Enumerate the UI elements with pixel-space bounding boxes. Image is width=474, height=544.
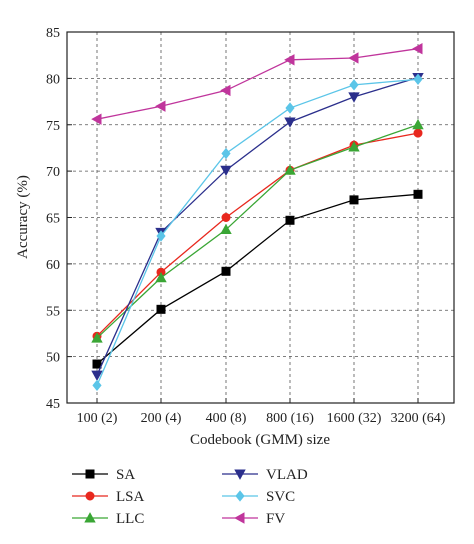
data-point-vlad <box>220 165 232 177</box>
series-layer <box>91 42 424 392</box>
data-point-sa <box>285 215 295 225</box>
data-point-vlad <box>284 117 296 128</box>
data-point-fv <box>284 54 295 66</box>
x-tick-label: 1600 (32) <box>327 411 382 426</box>
y-tick-label: 80 <box>46 72 60 87</box>
legend-marker-fv <box>234 512 245 524</box>
data-point-llc <box>348 141 360 152</box>
legend-item-fv: FV <box>222 511 285 527</box>
legend-item-vlad: VLAD <box>222 467 308 483</box>
data-point-lsa <box>413 128 423 138</box>
grid-lines <box>67 32 454 403</box>
x-axis-label: Codebook (GMM) size <box>190 432 330 448</box>
series-fv <box>91 42 423 125</box>
series-sa <box>92 189 423 369</box>
data-point-fv <box>220 84 231 97</box>
data-point-fv <box>412 42 423 55</box>
data-point-svc <box>413 73 423 85</box>
y-tick-label: 60 <box>46 258 60 273</box>
legend-marker-llc <box>84 512 96 523</box>
data-point-vlad <box>348 92 360 103</box>
legend-item-llc: LLC <box>72 511 144 527</box>
legend-label-sa: SA <box>116 467 135 483</box>
data-point-fv <box>348 52 359 64</box>
legend-label-fv: FV <box>266 511 285 527</box>
series-line-svc <box>96 78 419 386</box>
data-point-svc <box>285 102 295 114</box>
data-point-llc <box>220 223 232 235</box>
legend-label-llc: LLC <box>116 511 144 527</box>
y-tick-label: 65 <box>46 212 60 227</box>
y-tick-label: 70 <box>46 165 60 180</box>
y-tick-label: 45 <box>46 397 60 412</box>
data-point-fv <box>155 100 166 112</box>
y-axis-label: Accuracy (%) <box>15 175 31 259</box>
series-lsa <box>92 128 423 341</box>
legend-item-svc: SVC <box>222 489 295 505</box>
series-llc <box>91 118 424 343</box>
x-tick-label: 400 (8) <box>206 411 247 426</box>
data-point-fv <box>91 113 102 125</box>
data-point-sa <box>413 189 423 199</box>
legend-marker-vlad <box>234 469 246 480</box>
data-point-sa <box>221 266 231 276</box>
legend-marker-svc <box>235 490 245 502</box>
x-tick-label: 800 (16) <box>266 411 314 426</box>
data-point-llc <box>284 164 296 175</box>
legend-item-sa: SA <box>72 467 135 483</box>
data-point-svc <box>221 147 231 160</box>
x-tick-label: 100 (2) <box>77 411 118 426</box>
data-point-sa <box>92 359 102 369</box>
data-point-sa <box>156 304 166 314</box>
data-point-llc <box>155 271 167 283</box>
axis-ticks: 45 50 55 60 65 70 75 80 85 100 (2) 200 (4) 400 (8) 8… <box>46 26 446 426</box>
x-tick-label: 200 (4) <box>141 411 182 426</box>
series-line-fv <box>96 48 419 120</box>
series-line-vlad <box>96 76 419 376</box>
data-point-llc <box>412 118 424 130</box>
data-point-llc <box>91 332 103 343</box>
legend-label-vlad: VLAD <box>266 467 308 483</box>
data-point-svc <box>349 79 359 91</box>
series-line-lsa <box>96 132 419 337</box>
legend-marker-lsa <box>85 491 95 501</box>
legend-label-svc: SVC <box>266 489 295 505</box>
data-point-sa <box>349 195 359 205</box>
data-point-vlad <box>91 370 103 381</box>
data-point-svc <box>92 379 102 392</box>
series-svc <box>92 73 423 392</box>
data-point-svc <box>156 230 166 242</box>
x-tick-label: 3200 (64) <box>391 411 446 426</box>
legend-label-lsa: LSA <box>116 489 145 505</box>
series-line-sa <box>96 193 419 365</box>
series-vlad <box>91 72 424 381</box>
legend-item-lsa: LSA <box>72 489 145 505</box>
y-tick-label: 85 <box>46 26 60 41</box>
legend-marker-sa <box>85 469 95 479</box>
y-tick-label: 50 <box>46 351 60 366</box>
y-tick-label: 75 <box>46 119 60 134</box>
legend: SA LSA LLC VLAD SVC FV <box>72 467 308 527</box>
data-point-lsa <box>221 213 231 223</box>
series-line-llc <box>96 124 419 339</box>
y-tick-label: 55 <box>46 304 60 319</box>
